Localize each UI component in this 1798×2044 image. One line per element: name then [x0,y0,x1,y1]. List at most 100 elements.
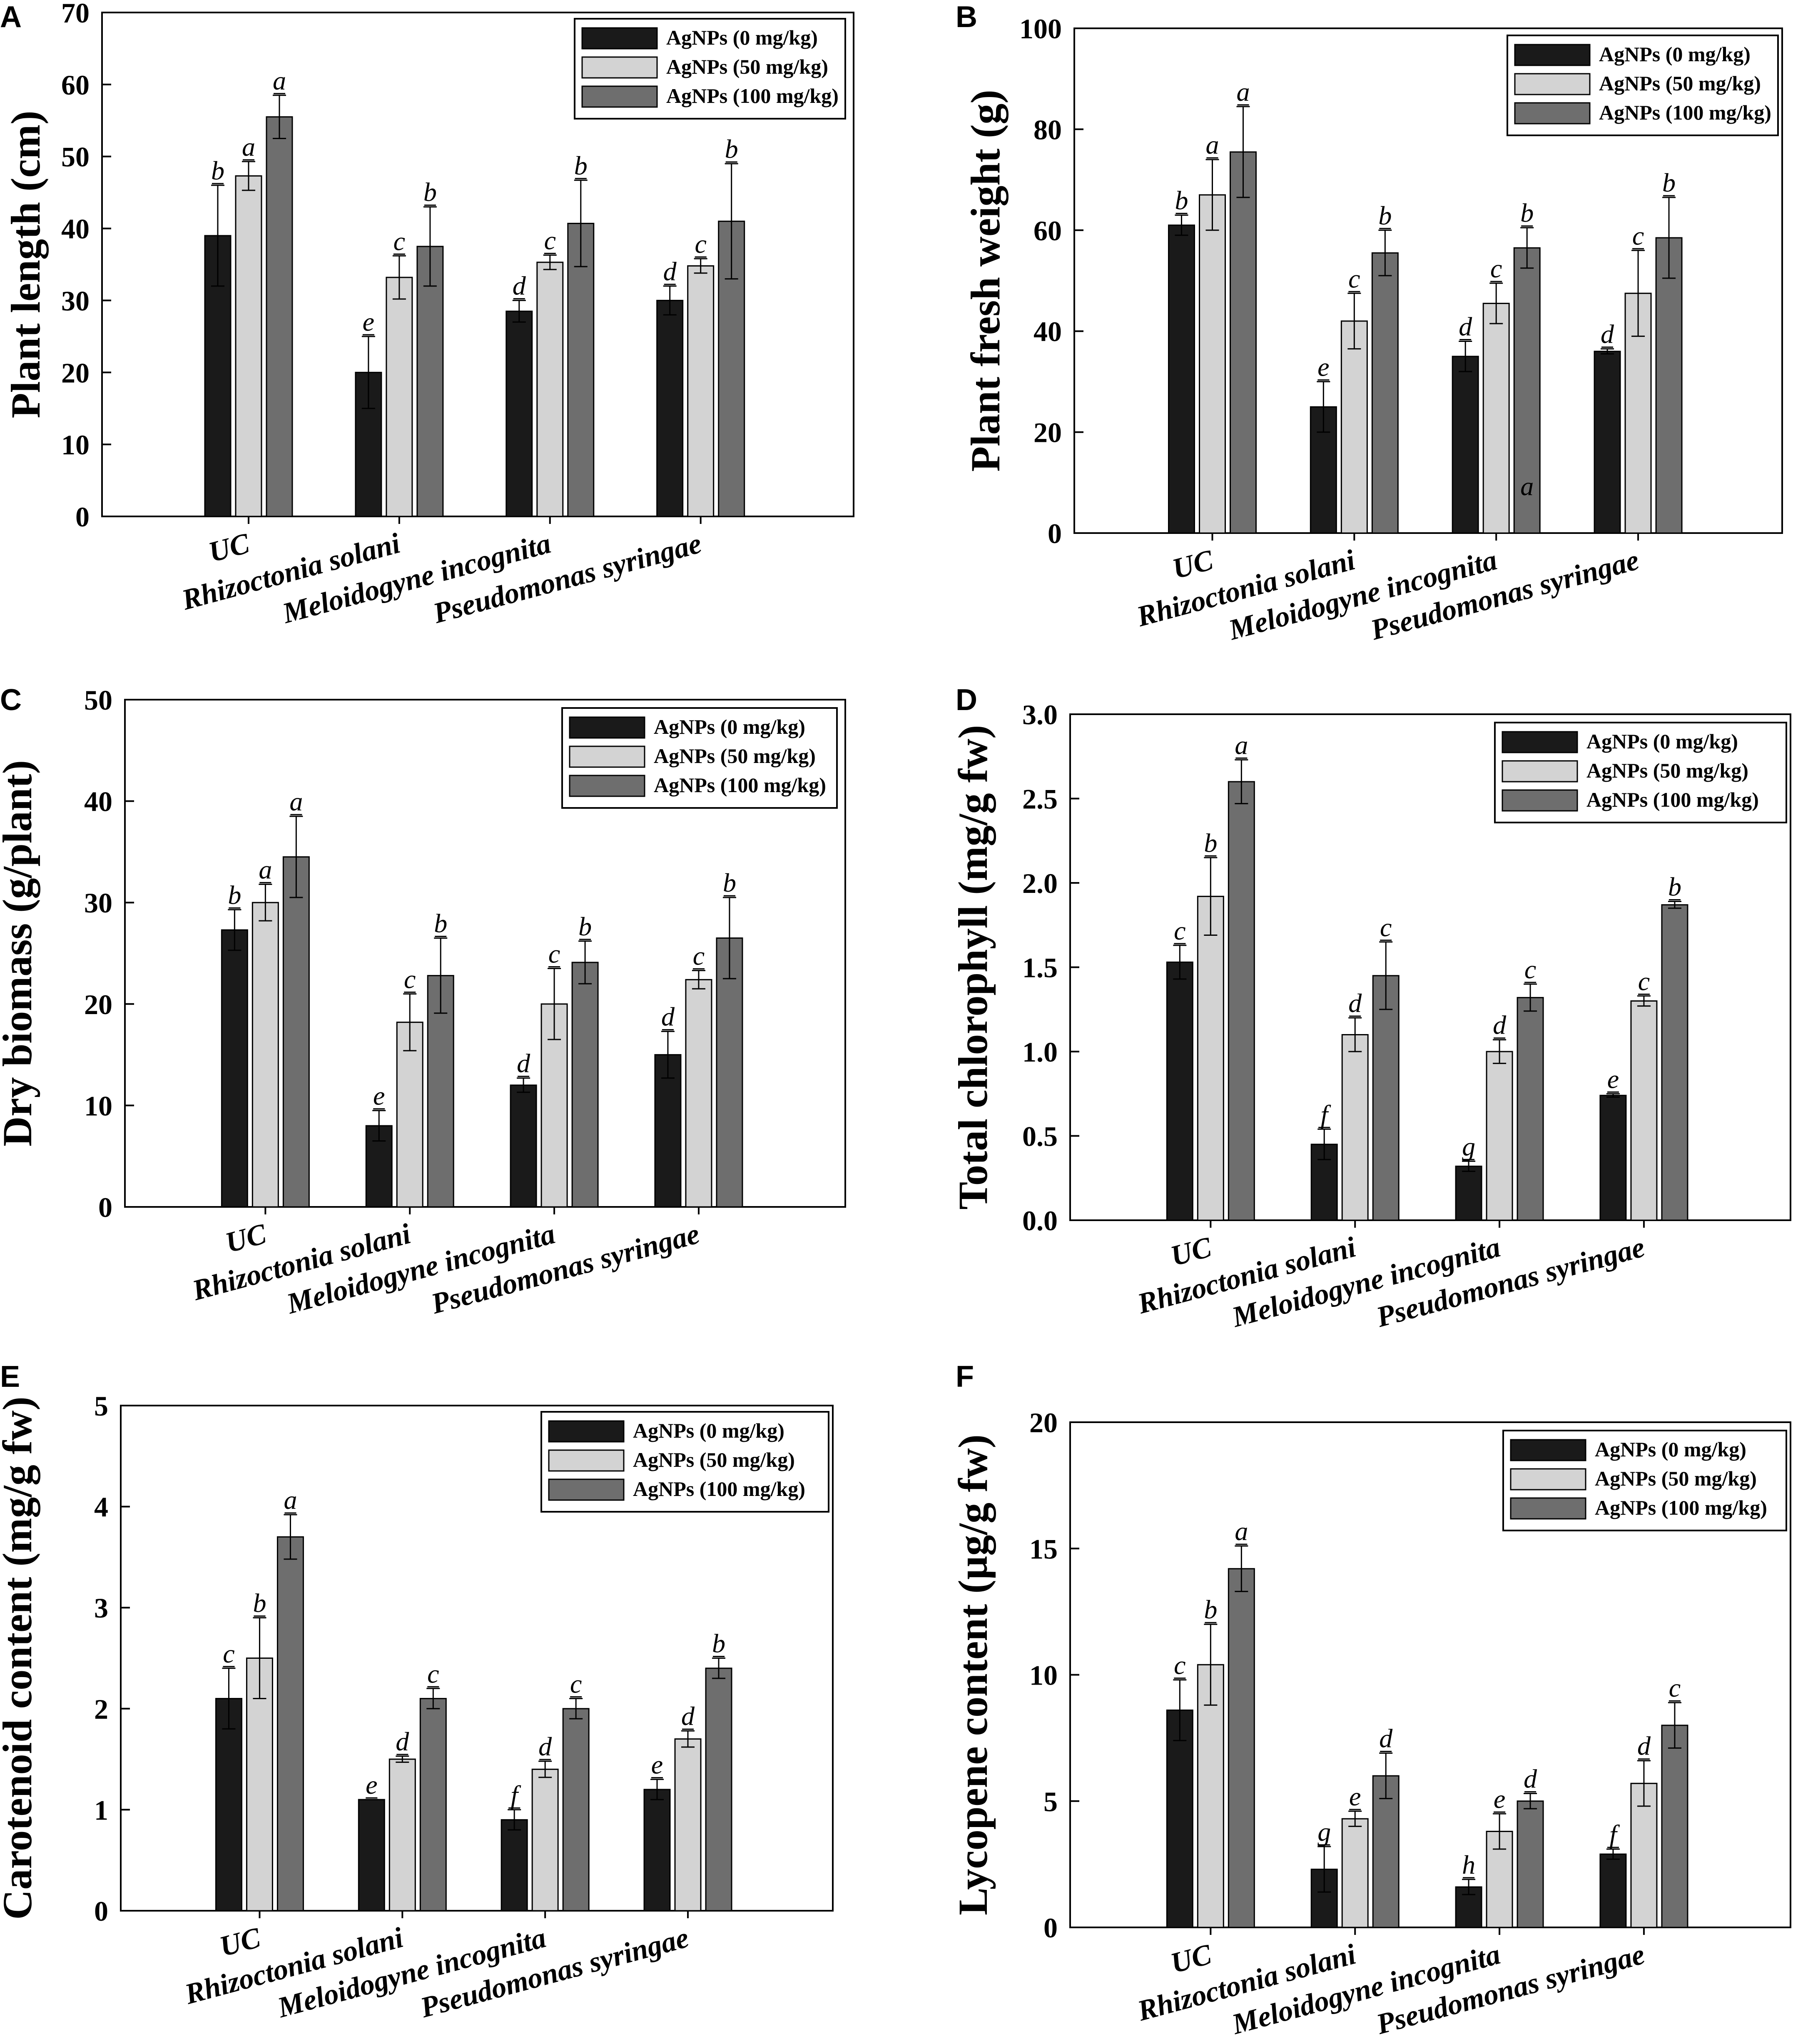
significance-label: e [1349,1782,1361,1811]
bar-pseudomonas-s1 [674,1738,702,1912]
y-tick-label: 5 [94,1390,108,1422]
bar-meloidogyne-s1 [1486,1051,1513,1221]
significance-label: b [578,912,592,941]
significance-label: c [1632,221,1644,250]
legend-label-s1: AgNPs (50 mg/kg) [1599,72,1761,95]
significance-label: c [1174,916,1185,945]
y-tick-label: 0 [1043,1912,1058,1944]
x-tick-label-uc: UC [1169,544,1217,586]
significance-label: b [434,908,447,938]
bar-rhizoctonia-s2 [1372,1775,1400,1928]
significance-label: c [1348,264,1360,293]
y-axis-label: Plant fresh weight (g) [962,90,1009,471]
y-tick-label: 1.5 [1022,952,1058,984]
y-tick-label: 20 [1029,1407,1058,1438]
legend-swatch-s0 [548,1420,625,1443]
significance-label: f [511,1780,521,1810]
significance-label: d [538,1732,552,1761]
significance-label: d [1524,1764,1537,1794]
legend-swatch-s1 [1510,1468,1586,1491]
significance-label: d [661,1002,675,1032]
y-tick-label: 10 [1029,1660,1058,1691]
bar-meloidogyne-s2 [1513,247,1541,534]
significance-label: c [427,1659,439,1688]
bar-meloidogyne-s0 [510,1084,537,1208]
significance-label: c [1174,1650,1185,1680]
bar-pseudomonas-s0 [1599,1094,1627,1221]
x-tick-label-uc: UC [205,527,253,569]
significance-label: e [373,1081,385,1111]
significance-label: c [1669,1673,1681,1703]
panel-letter: F [956,1360,974,1393]
legend-label-s1: AgNPs (50 mg/kg) [633,1448,795,1471]
y-tick-label: 1.0 [1022,1036,1058,1068]
significance-label: b [228,880,241,910]
significance-label: c [223,1639,234,1668]
significance-label: c [404,964,416,994]
y-tick-label: 0 [75,501,90,533]
legend-label-s2: AgNPs (100 mg/kg) [1599,101,1771,124]
legend-label-s0: AgNPs (0 mg/kg) [1586,730,1738,753]
significance-label: c [1638,966,1650,996]
legend-label-s1: AgNPs (50 mg/kg) [666,55,828,78]
bar-rhizoctonia-s1 [386,277,413,517]
significance-label: e [1317,352,1329,381]
bar-rhizoctonia-s1 [1340,320,1368,534]
bar-pseudomonas-s2 [716,937,743,1208]
significance-label: c [393,226,405,256]
bar-uc-s0 [1166,1709,1193,1928]
bar-rhizoctonia-s1 [1341,1818,1369,1928]
significance-label: b [723,868,736,897]
significance-label: a [289,787,303,816]
y-tick-label: 20 [1033,417,1062,449]
bar-uc-s0 [1166,961,1193,1221]
significance-label: h [1462,1850,1475,1879]
legend-label-s0: AgNPs (0 mg/kg) [633,1419,784,1442]
significance-label: g [1317,1817,1331,1847]
legend-swatch-s1 [1502,760,1578,783]
panel-letter: B [956,0,977,34]
y-axis-label: Plant length (cm) [2,111,49,419]
significance-label: c [544,226,556,255]
bar-uc-s0 [1168,224,1195,534]
legend-swatch-s1 [548,1449,625,1472]
y-tick-label: 100 [1019,13,1062,45]
y-axis-label: Dry biomass (g/plant) [0,760,40,1147]
y-axis-label: Total chlorophyll (mg/g fw) [950,725,996,1210]
y-tick-label: 2.5 [1022,783,1058,815]
bar-rhizoctonia-s2 [1372,975,1400,1221]
significance-label: e [1607,1064,1619,1094]
legend-label-s2: AgNPs (100 mg/kg) [666,84,839,107]
y-tick-label: 2 [94,1693,108,1725]
significance-label: a [1235,1516,1248,1546]
legend-label-s1: AgNPs (50 mg/kg) [1595,1467,1757,1490]
y-tick-label: 70 [61,0,90,29]
significance-label: e [366,1770,377,1800]
bar-rhizoctonia-s1 [396,1022,423,1208]
legend-label-s2: AgNPs (100 mg/kg) [633,1477,805,1501]
significance-label: c [1380,912,1392,942]
x-tick-label-uc: UC [217,1922,264,1963]
legend-swatch-s0 [569,716,645,739]
legend-label-s1: AgNPs (50 mg/kg) [654,744,816,768]
bar-pseudomonas-s2 [1661,1725,1688,1928]
legend-swatch-s0 [1510,1439,1586,1461]
significance-label: b [574,151,588,180]
legend-label-s2: AgNPs (100 mg/kg) [1586,788,1759,811]
y-axis-label: Carotenoid content (mg/g fw) [0,1396,40,1919]
significance-label: b [1378,201,1392,230]
significance-label: g [1462,1132,1475,1161]
significance-label: d [681,1701,695,1731]
y-tick-label: 0 [94,1895,108,1927]
legend: AgNPs (0 mg/kg) AgNPs (50 mg/kg) AgNPs (10… [1494,722,1787,823]
axes-frame [1073,27,1783,534]
bar-uc-s1 [1197,895,1224,1221]
bar-uc-s1 [1197,1664,1224,1928]
bar-rhizoctonia-s1 [1341,1034,1369,1221]
y-tick-label: 5 [1043,1786,1058,1817]
bar-meloidogyne-s2 [562,1708,590,1912]
legend-swatch-s2 [1502,789,1578,812]
